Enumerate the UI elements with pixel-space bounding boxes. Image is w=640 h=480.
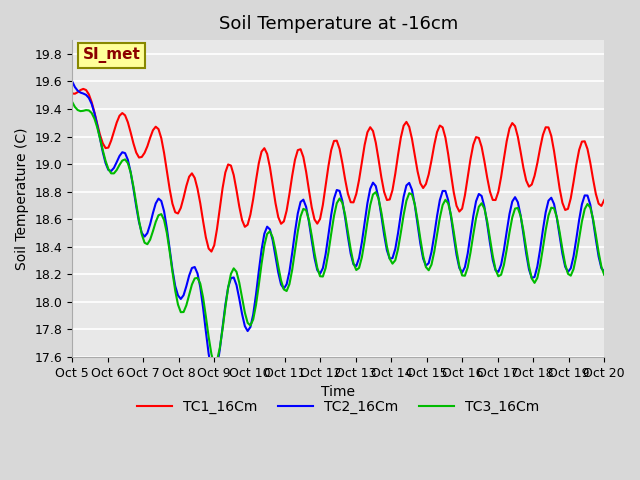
Text: SI_met: SI_met	[83, 47, 141, 63]
TC3_16Cm	[132, 201, 140, 206]
Legend: TC1_16Cm, TC2_16Cm, TC3_16Cm: TC1_16Cm, TC2_16Cm, TC3_16Cm	[132, 395, 545, 420]
TC2_16Cm	[68, 79, 76, 84]
Line: TC3_16Cm: TC3_16Cm	[72, 102, 604, 364]
TC1_16Cm	[79, 86, 87, 92]
Line: TC1_16Cm: TC1_16Cm	[72, 89, 604, 252]
TC3_16Cm	[600, 272, 608, 277]
TC2_16Cm	[211, 374, 218, 380]
Title: Soil Temperature at -16cm: Soil Temperature at -16cm	[218, 15, 458, 33]
TC3_16Cm	[405, 191, 413, 196]
Line: TC2_16Cm: TC2_16Cm	[72, 82, 604, 377]
X-axis label: Time: Time	[321, 385, 355, 399]
TC1_16Cm	[378, 174, 385, 180]
TC1_16Cm	[68, 91, 76, 96]
TC3_16Cm	[211, 361, 218, 367]
TC2_16Cm	[291, 229, 299, 235]
TC2_16Cm	[600, 269, 608, 275]
TC2_16Cm	[285, 269, 293, 275]
TC3_16Cm	[291, 248, 299, 253]
Y-axis label: Soil Temperature (C): Soil Temperature (C)	[15, 127, 29, 270]
TC1_16Cm	[207, 249, 215, 254]
TC1_16Cm	[135, 155, 143, 160]
TC1_16Cm	[600, 197, 608, 203]
TC3_16Cm	[68, 99, 76, 105]
TC1_16Cm	[294, 147, 301, 153]
TC1_16Cm	[408, 136, 416, 142]
TC3_16Cm	[285, 281, 293, 287]
TC2_16Cm	[375, 195, 383, 201]
TC2_16Cm	[339, 198, 346, 204]
TC3_16Cm	[375, 196, 383, 202]
TC2_16Cm	[132, 204, 140, 209]
TC3_16Cm	[339, 200, 346, 205]
TC1_16Cm	[341, 177, 349, 182]
TC2_16Cm	[405, 180, 413, 186]
TC1_16Cm	[289, 173, 296, 179]
